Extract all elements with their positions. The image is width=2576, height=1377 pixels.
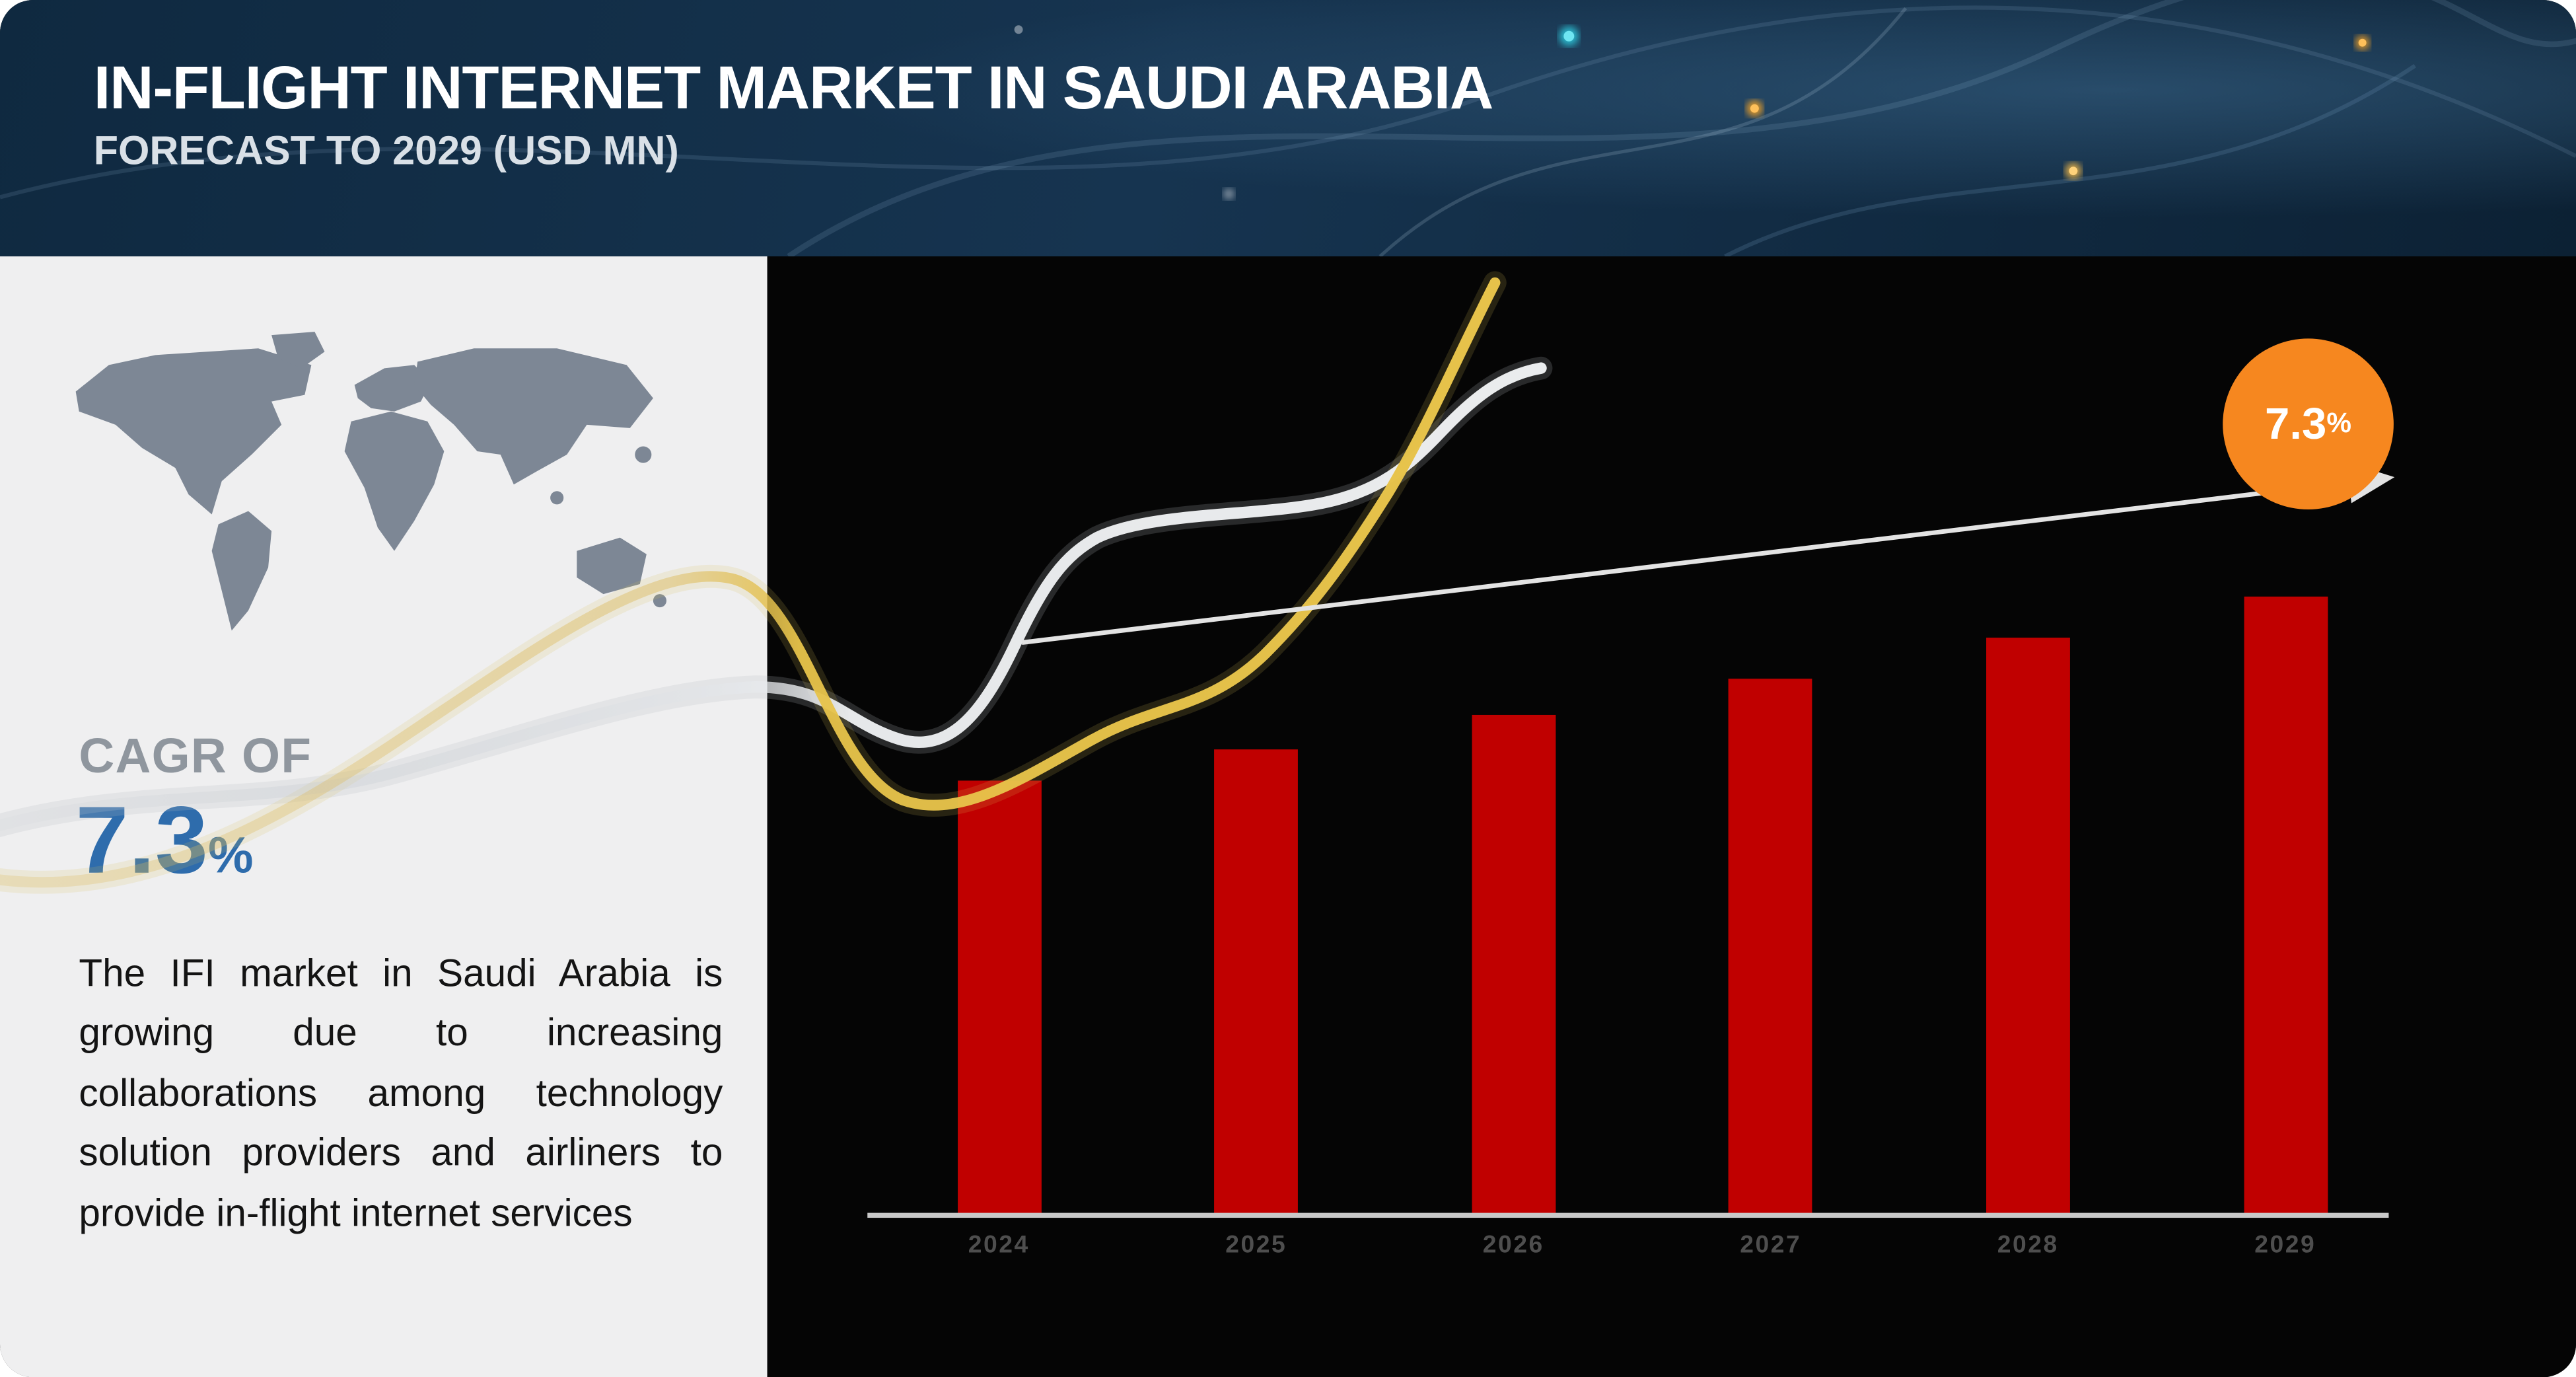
page-title: IN-FLIGHT INTERNET MARKET IN SAUDI ARABI… — [93, 54, 1494, 122]
x-axis-label: 2025 — [1225, 1230, 1287, 1259]
badge-percent-sign: % — [2326, 407, 2352, 439]
x-axis-label: 2028 — [1997, 1230, 2059, 1259]
bar-2029 — [2243, 596, 2328, 1216]
header-text-block: IN-FLIGHT INTERNET MARKET IN SAUDI ARABI… — [93, 54, 1494, 176]
header: IN-FLIGHT INTERNET MARKET IN SAUDI ARABI… — [0, 0, 2576, 257]
bar-2026 — [1471, 714, 1556, 1216]
page-subtitle: FORECAST TO 2029 (USD MN) — [93, 129, 679, 174]
x-axis-label: 2027 — [1740, 1230, 1802, 1259]
bar-2025 — [1214, 749, 1299, 1216]
market-description: The IFI market in Saudi Arabia is growin… — [79, 951, 723, 1234]
cagr-badge: 7.3% — [2223, 338, 2394, 510]
bar-2027 — [1729, 679, 1813, 1216]
badge-value: 7.3 — [2265, 398, 2327, 448]
bar-2028 — [1986, 638, 2070, 1216]
x-axis-line — [867, 1212, 2389, 1218]
x-axis-label: 2029 — [2254, 1230, 2316, 1259]
x-axis-labels: 2024 2025 2026 2027 2028 2029 — [0, 1231, 2576, 1281]
bar-2024 — [956, 780, 1041, 1216]
x-axis-label: 2026 — [1482, 1230, 1544, 1259]
x-axis-label: 2024 — [968, 1230, 1030, 1259]
header-network-decoration — [0, 0, 2576, 257]
